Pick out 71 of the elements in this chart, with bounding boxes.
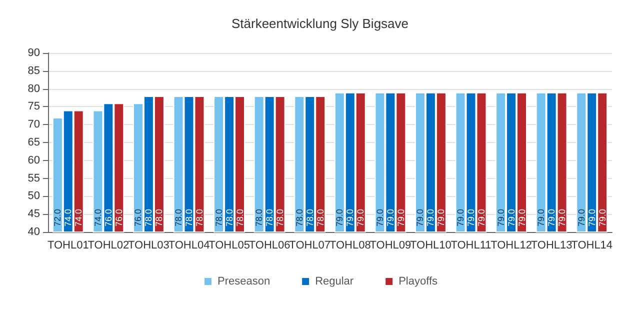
data-label: 74.0 xyxy=(92,208,103,226)
data-label: 74.0 xyxy=(74,208,84,226)
data-label: 79.0 xyxy=(506,208,516,226)
data-label: 78.0 xyxy=(144,208,154,226)
x-tick-label: TOHL05 xyxy=(208,240,250,252)
data-label: 78.0 xyxy=(234,208,245,226)
x-tick-label: TOHL11 xyxy=(450,240,492,252)
x-tick-label: TOHL13 xyxy=(530,240,572,252)
data-label: 79.0 xyxy=(415,208,426,226)
data-label: 76.0 xyxy=(103,208,114,226)
legend-label: Preseason xyxy=(217,276,270,288)
data-label: 78.0 xyxy=(264,208,275,226)
data-label: 79.0 xyxy=(576,208,586,226)
y-tick-label: 45 xyxy=(28,208,40,220)
data-label: 79.0 xyxy=(396,208,406,226)
data-label: 79.0 xyxy=(496,208,506,226)
x-tick-label: TOHL10 xyxy=(410,240,452,252)
data-label: 79.0 xyxy=(356,208,366,226)
y-tick-label: 60 xyxy=(28,154,40,166)
x-tick-label: TOHL07 xyxy=(289,240,331,252)
y-tick-label: 85 xyxy=(28,64,40,77)
data-label: 79.0 xyxy=(597,208,608,226)
data-label: 78.0 xyxy=(154,208,164,226)
y-tick-label: 50 xyxy=(28,190,40,202)
x-tick-label: TOHL01 xyxy=(47,240,89,252)
data-label: 78.0 xyxy=(174,208,184,226)
data-label: 79.0 xyxy=(456,208,466,226)
data-label: 79.0 xyxy=(334,208,345,226)
x-tick-label: TOHL06 xyxy=(248,240,290,252)
x-tick-label: TOHL08 xyxy=(329,240,371,252)
legend-label: Regular xyxy=(315,276,354,288)
y-tick-label: 75 xyxy=(28,100,40,113)
data-label: 79.0 xyxy=(385,208,396,226)
data-label: 78.0 xyxy=(194,208,204,226)
data-label: 79.0 xyxy=(586,208,597,226)
data-label: 78.0 xyxy=(315,208,326,226)
data-label: 78.0 xyxy=(224,208,234,226)
data-label: 79.0 xyxy=(476,208,486,226)
data-label: 78.0 xyxy=(254,208,264,226)
data-label: 79.0 xyxy=(536,208,546,226)
y-tick-label: 65 xyxy=(28,136,40,148)
data-label: 78.0 xyxy=(275,208,286,226)
data-label: 78.0 xyxy=(294,208,304,226)
legend-label: Playoffs xyxy=(398,276,438,288)
data-label: 79.0 xyxy=(426,208,436,226)
y-tick-label: 70 xyxy=(28,118,40,131)
data-label: 78.0 xyxy=(304,208,315,226)
x-tick-label: TOHL14 xyxy=(571,240,613,252)
x-tick-label: TOHL03 xyxy=(128,240,170,252)
y-tick-label: 90 xyxy=(28,47,40,59)
data-label: 79.0 xyxy=(374,208,385,226)
x-tick-label: TOHL04 xyxy=(168,240,210,252)
data-label: 76.0 xyxy=(133,208,144,226)
data-label: 72.0 xyxy=(52,208,63,226)
chart-title: Stärkeentwicklung Sly Bigsave xyxy=(231,16,409,31)
data-label: 78.0 xyxy=(214,208,224,226)
data-label: 79.0 xyxy=(546,208,557,226)
data-label: 79.0 xyxy=(516,208,527,226)
x-tick-label: TOHL12 xyxy=(490,240,532,252)
x-tick-label: TOHL02 xyxy=(88,240,130,252)
data-label: 76.0 xyxy=(114,208,124,226)
y-tick-label: 80 xyxy=(28,82,40,95)
data-label: 79.0 xyxy=(557,208,568,226)
data-label: 78.0 xyxy=(184,208,194,226)
y-tick-label: 40 xyxy=(28,226,40,238)
data-label: 74.0 xyxy=(63,208,74,226)
data-label: 79.0 xyxy=(466,208,476,226)
x-tick-label: TOHL09 xyxy=(370,240,412,252)
data-label: 79.0 xyxy=(436,208,446,226)
data-label: 79.0 xyxy=(345,208,356,226)
y-tick-label: 55 xyxy=(28,172,40,184)
